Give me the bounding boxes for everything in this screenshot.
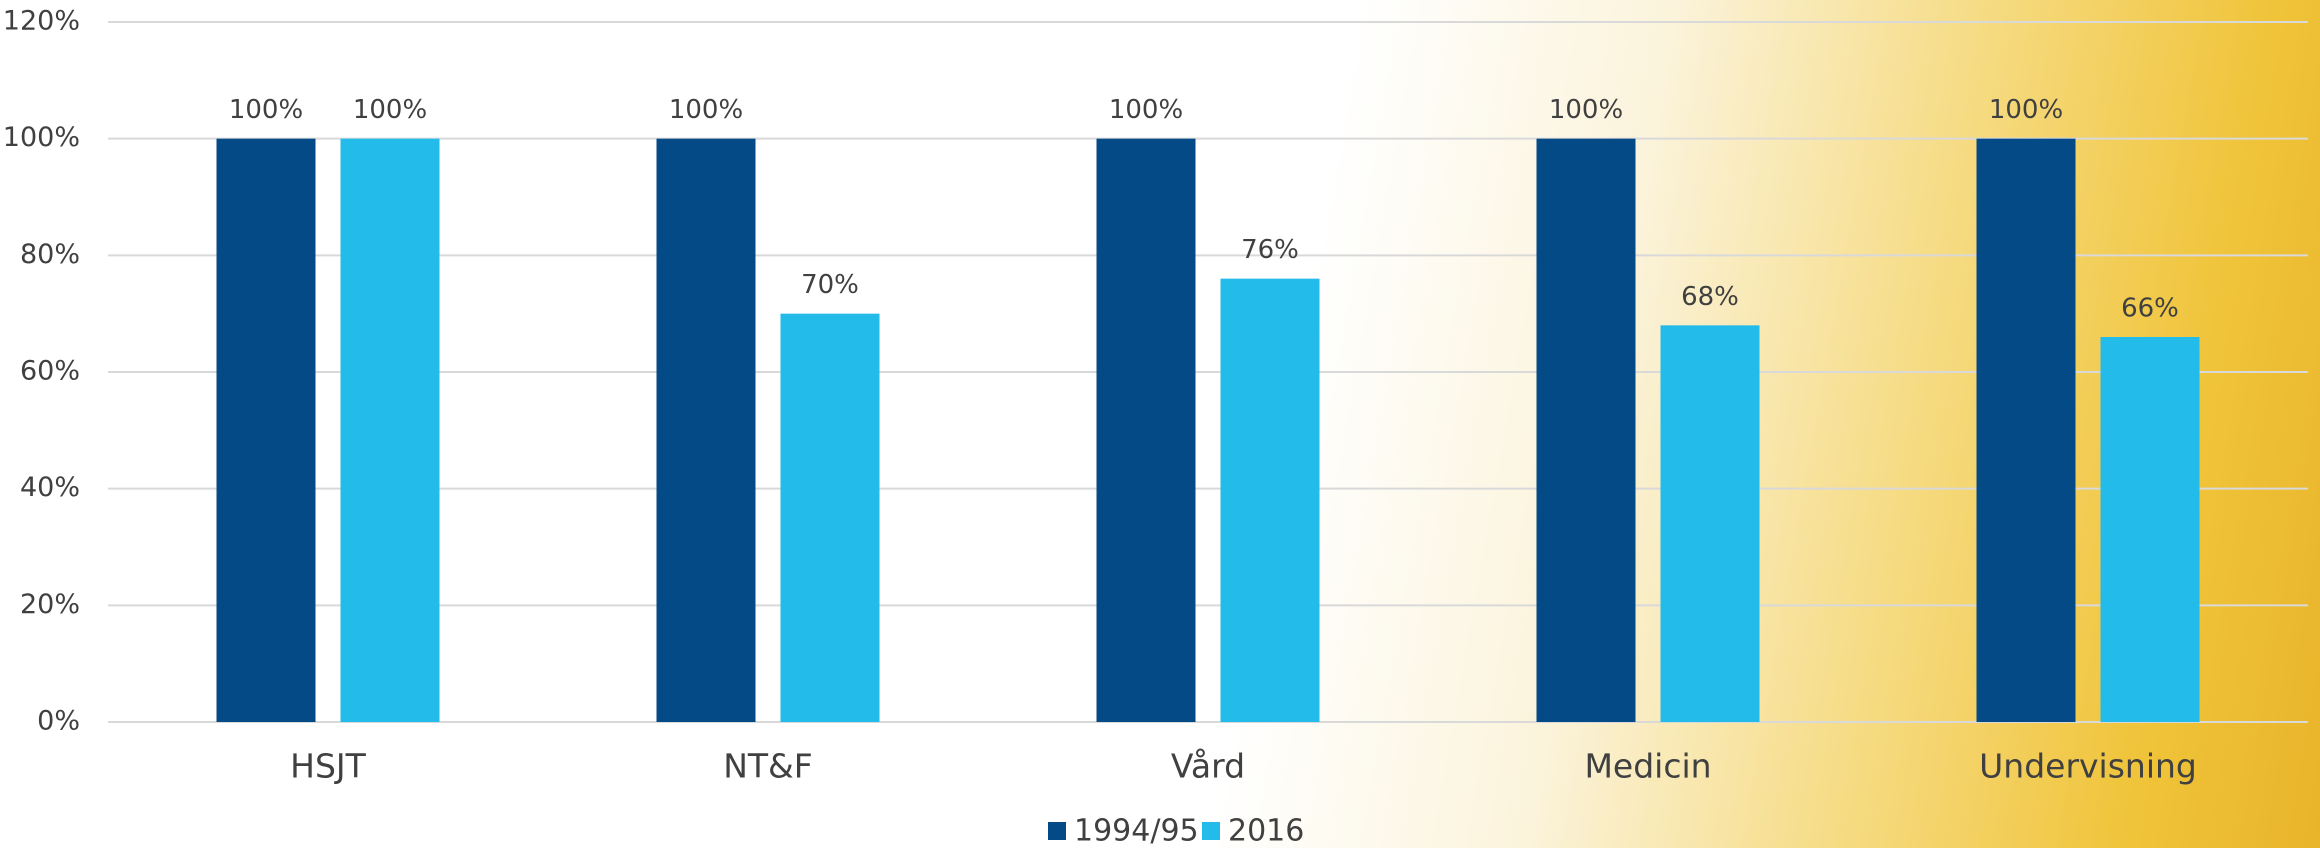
x-tick-label: Vård <box>1171 747 1245 786</box>
x-tick-label: NT&F <box>723 747 813 786</box>
bar <box>1097 139 1196 722</box>
y-tick-label: 100% <box>3 122 80 153</box>
y-tick-label: 80% <box>20 239 80 270</box>
value-label: 100% <box>1109 95 1183 125</box>
legend-label: 1994/95 <box>1074 814 1199 848</box>
y-tick-label: 40% <box>20 472 80 503</box>
x-tick-label: Medicin <box>1584 747 1711 786</box>
value-label: 100% <box>353 95 427 125</box>
y-tick-label: 120% <box>3 6 80 37</box>
bar <box>1977 139 2076 722</box>
y-tick-label: 20% <box>20 589 80 620</box>
value-label: 100% <box>229 95 303 125</box>
value-label: 68% <box>1681 282 1739 312</box>
bar <box>1661 325 1760 722</box>
legend-swatch <box>1202 822 1220 840</box>
bar <box>341 139 440 722</box>
bar <box>1537 139 1636 722</box>
x-tick-label: Undervisning <box>1979 747 2197 786</box>
chart: 0% 20% 40% 60% 80% 100% 120% HSJT 100% 100% NT&F 10… <box>0 0 2320 848</box>
x-tick-label: HSJT <box>290 747 366 786</box>
legend-label: 2016 <box>1228 814 1304 848</box>
value-label: 100% <box>1549 95 1623 125</box>
value-label: 76% <box>1241 235 1299 265</box>
value-label: 100% <box>1989 95 2063 125</box>
bar <box>781 314 880 722</box>
y-tick-label: 0% <box>37 706 80 737</box>
value-label: 66% <box>2121 294 2179 324</box>
bar <box>2101 337 2200 722</box>
value-label: 70% <box>801 270 859 300</box>
legend-swatch <box>1048 822 1066 840</box>
bar <box>657 139 756 722</box>
value-label: 100% <box>669 95 743 125</box>
bar <box>217 139 316 722</box>
bar <box>1221 279 1320 722</box>
y-tick-label: 60% <box>20 356 80 387</box>
